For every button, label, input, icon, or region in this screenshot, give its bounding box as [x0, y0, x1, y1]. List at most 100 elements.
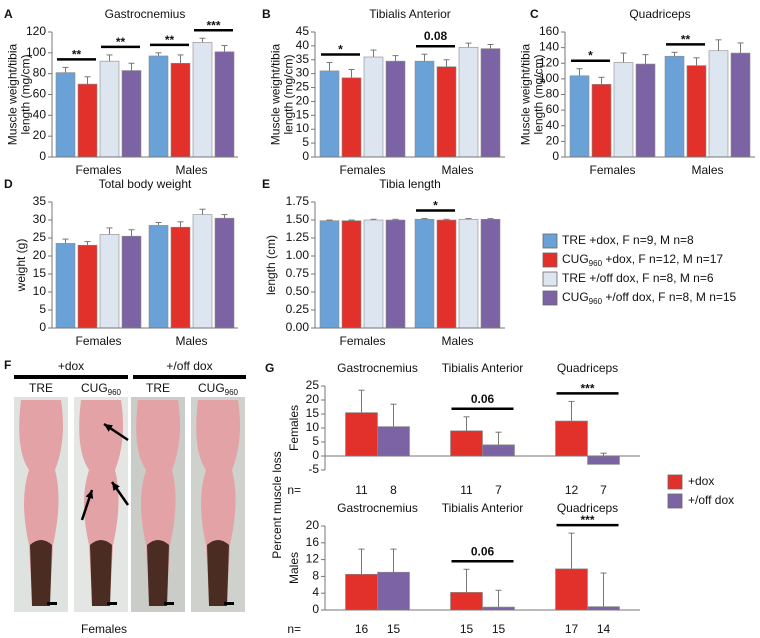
y-tick-label: 0	[552, 149, 559, 163]
n-label: 11	[355, 483, 368, 497]
y-tick-label: 120	[26, 24, 46, 38]
y-tick-label: 100	[539, 71, 559, 85]
y-tick-label: 80	[546, 87, 560, 101]
group-label: +/off dox	[166, 359, 212, 373]
bar	[458, 46, 479, 158]
n-label: 8	[390, 483, 397, 497]
y-tick-label: 25	[306, 378, 320, 392]
y-axis-label: length (mg/cm)	[282, 54, 296, 134]
muscle	[19, 400, 63, 600]
y-tick-label: 0	[312, 602, 319, 616]
legend-swatch	[542, 252, 558, 268]
bar	[450, 592, 483, 611]
bar	[730, 52, 751, 158]
y-tick-label: 4	[312, 585, 319, 599]
category-label: Quadriceps	[557, 501, 618, 515]
bar	[170, 226, 191, 329]
category-label: Females	[339, 334, 385, 348]
category-label: Gastrocnemius	[337, 361, 418, 375]
n-row-label: n=	[287, 622, 301, 636]
y-tick-label: 15	[296, 108, 310, 122]
row-label: Males	[287, 552, 301, 584]
y-tick-label: 25	[296, 80, 310, 94]
y-tick-label: 0.75	[286, 266, 310, 280]
y-tick-label: 140	[539, 40, 559, 54]
scale-bar	[164, 602, 174, 605]
arrow-head	[85, 490, 94, 499]
legend-label: +/off dox	[688, 493, 734, 507]
chart-title: Total body weight	[99, 177, 192, 191]
bar	[214, 217, 235, 329]
panel-letter: F	[4, 358, 11, 372]
muscle	[196, 400, 240, 600]
bar	[587, 455, 620, 465]
n-label: 17	[565, 622, 579, 636]
category-label: Males	[691, 163, 723, 177]
legend-label: +dox	[688, 474, 714, 488]
y-tick-label: 35	[33, 194, 47, 208]
significance-label: 0.06	[471, 392, 495, 406]
bar	[450, 430, 483, 457]
significance-label: ***	[580, 382, 594, 396]
y-axis-label: Muscle weight/tibia	[269, 43, 283, 145]
lane-label: TRE	[146, 381, 170, 395]
bar	[482, 444, 515, 457]
bar	[341, 77, 362, 158]
scale-bar	[224, 602, 234, 605]
y-tick-label: 5	[39, 302, 46, 316]
y-tick-label: 0	[302, 149, 309, 163]
chart-title: Tibialis Anterior	[369, 7, 451, 21]
y-tick-label: 35	[296, 52, 310, 66]
significance-label: ***	[206, 18, 220, 32]
bar	[708, 50, 729, 158]
bar	[613, 62, 634, 158]
bar	[99, 60, 120, 158]
panel-letter: D	[4, 177, 13, 191]
y-tick-label: 160	[539, 24, 559, 38]
y-tick-label: 20	[296, 94, 310, 108]
bar	[555, 568, 588, 611]
bar	[363, 219, 384, 329]
y-axis-label: length (mg/cm)	[532, 54, 546, 134]
bar	[121, 235, 142, 329]
n-label: 15	[492, 622, 506, 636]
bar	[55, 72, 76, 158]
chart-title: Tibia length	[379, 177, 441, 191]
bar	[345, 412, 378, 457]
y-tick-label: 15	[306, 406, 320, 420]
significance-label: *	[433, 199, 438, 213]
bar	[436, 66, 457, 158]
bar	[480, 48, 501, 158]
group-label: +dox	[58, 359, 84, 373]
y-tick-label: 30	[296, 66, 310, 80]
bar	[385, 60, 406, 158]
legend-swatch	[667, 493, 683, 509]
y-axis-label: Muscle weight/tibia	[6, 43, 20, 145]
n-label: 12	[565, 483, 579, 497]
category-label: Males	[175, 334, 207, 348]
category-label: Quadriceps	[557, 361, 618, 375]
bar	[319, 70, 340, 158]
bar	[414, 60, 435, 158]
y-tick-label: 0	[39, 320, 46, 334]
bar	[377, 571, 410, 611]
y-tick-label: 0.50	[286, 284, 310, 298]
y-tick-label: 1.75	[286, 194, 310, 208]
significance-label: **	[116, 35, 126, 49]
y-tick-label: 60	[546, 102, 560, 116]
significance-label: **	[165, 33, 175, 47]
y-tick-label: 45	[296, 24, 310, 38]
bar	[458, 218, 479, 329]
y-tick-label: 1.25	[286, 230, 310, 244]
y-axis-label: Muscle weight/tibia	[519, 43, 533, 145]
category-label: Females	[75, 334, 121, 348]
bar	[569, 75, 590, 158]
n-label: 14	[597, 622, 611, 636]
panel-letter: E	[262, 177, 270, 191]
panel-letter: C	[530, 7, 539, 21]
category-label: Females	[75, 163, 121, 177]
y-tick-label: 1.50	[286, 212, 310, 226]
y-tick-label: 0.25	[286, 302, 310, 316]
category-label: Males	[441, 163, 473, 177]
foot	[147, 540, 169, 606]
